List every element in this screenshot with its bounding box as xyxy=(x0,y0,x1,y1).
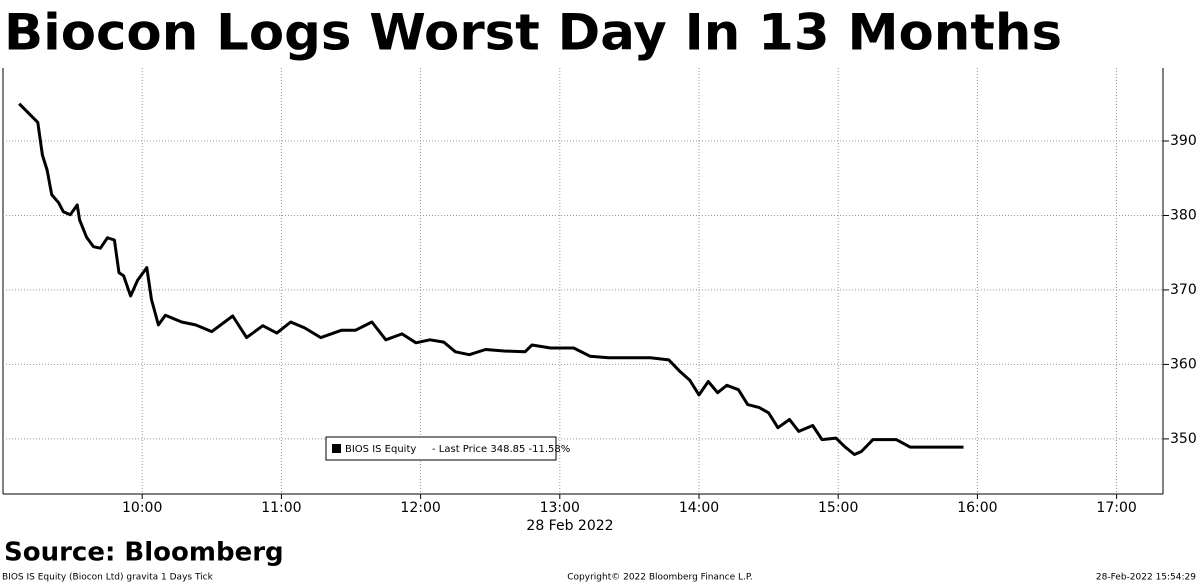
footer-left: BIOS IS Equity (Biocon Ltd) gravita 1 Da… xyxy=(2,573,214,583)
x-tick-label: 15:00 xyxy=(818,500,858,516)
y-tick-label: 380 xyxy=(1170,207,1197,223)
x-tick-label: 12:00 xyxy=(400,500,440,516)
footer-center: Copyright© 2022 Bloomberg Finance L.P. xyxy=(567,573,752,583)
x-tick-label: 17:00 xyxy=(1096,500,1136,516)
legend-swatch xyxy=(332,444,341,453)
x-tick-label: 16:00 xyxy=(957,500,997,516)
x-tick-label: 13:00 xyxy=(540,500,580,516)
y-tick-label: 360 xyxy=(1170,356,1197,372)
x-tick-label: 11:00 xyxy=(261,500,301,516)
x-axis-label: 28 Feb 2022 xyxy=(526,518,613,534)
legend-detail: - Last Price 348.85 -11.58% xyxy=(432,444,570,455)
x-tick-label: 14:00 xyxy=(679,500,719,516)
x-tick-label: 10:00 xyxy=(122,500,162,516)
chart-title: Biocon Logs Worst Day In 13 Months xyxy=(4,4,1062,62)
source: Source: Bloomberg xyxy=(4,538,284,568)
legend-label: BIOS IS Equity xyxy=(345,444,416,455)
y-tick-label: 350 xyxy=(1170,431,1197,447)
legend: BIOS IS Equity - Last Price 348.85 -11.5… xyxy=(325,436,570,461)
price-line xyxy=(18,102,964,456)
footer-right: 28-Feb-2022 15:54:29 xyxy=(1096,573,1196,583)
legend-box xyxy=(325,436,557,461)
y-tick-label: 390 xyxy=(1170,133,1197,149)
y-tick-label: 370 xyxy=(1170,282,1197,298)
